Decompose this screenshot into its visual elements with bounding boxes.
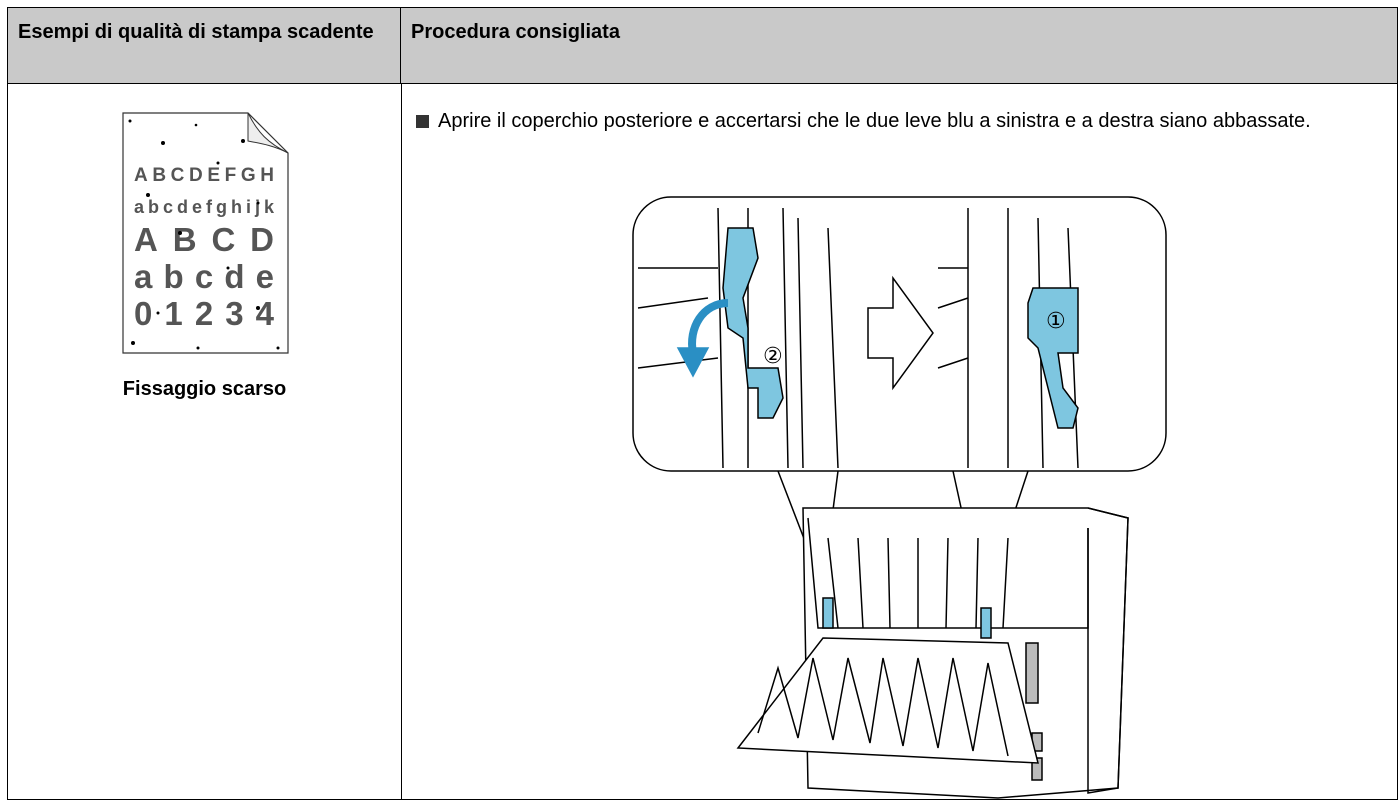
callout-label: ② (763, 343, 783, 368)
step-text-content: Aprire il coperchio posteriore e accerta… (438, 110, 1311, 132)
header-cell: Esempi di qualità di stampa scadente (8, 8, 401, 84)
table: Esempi di qualità di stampa scadente Pro… (7, 7, 1398, 800)
bullet (416, 115, 429, 128)
column-divider (401, 84, 402, 800)
sample-caption: Fissaggio scarso (122, 378, 287, 400)
sample-page: ABCDEFGH abcdefghijk ABCD abcde 01234 (122, 112, 289, 354)
callout-label: ① (1046, 308, 1066, 333)
header-cell: Procedura consigliata (401, 8, 1397, 84)
step-text: Aprire il coperchio posteriore e accerta… (416, 106, 1398, 136)
printer-illustration: ② ① (632, 196, 1167, 799)
